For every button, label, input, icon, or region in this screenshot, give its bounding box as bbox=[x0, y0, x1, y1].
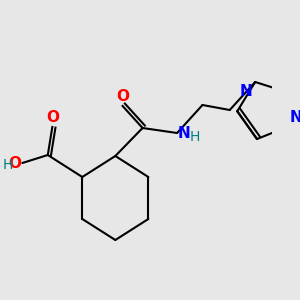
Text: H: H bbox=[3, 158, 13, 172]
Text: O: O bbox=[46, 110, 59, 125]
Text: O: O bbox=[116, 89, 129, 104]
Text: N: N bbox=[290, 110, 300, 125]
Text: O: O bbox=[8, 157, 22, 172]
Text: N: N bbox=[240, 84, 252, 99]
Text: H: H bbox=[190, 130, 200, 144]
Text: N: N bbox=[178, 125, 191, 140]
